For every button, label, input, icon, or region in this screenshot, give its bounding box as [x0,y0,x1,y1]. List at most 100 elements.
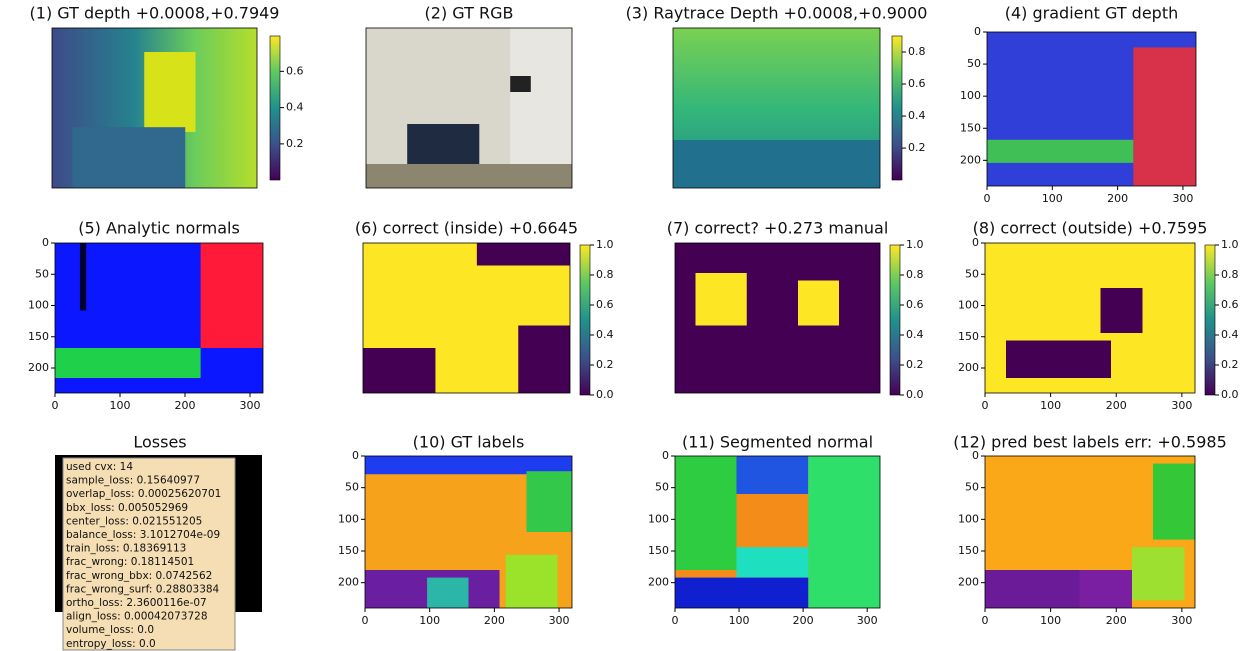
image-region [737,547,809,577]
image-region [673,140,880,188]
y-tick-label: 150 [648,544,669,557]
colorbar-tick-label: 0.2 [286,137,304,150]
x-tick-label: 0 [982,399,989,412]
panel-title: (5) Analytic normals [78,219,240,238]
panel-title: (6) correct (inside) +0.6645 [355,219,578,238]
image-region [737,456,809,494]
panel-image [987,32,1196,186]
y-tick-label: 100 [958,299,979,312]
x-tick-label: 100 [1040,614,1061,627]
image-region [144,52,195,132]
y-tick-label: 50 [967,57,981,70]
image-region [1133,47,1196,186]
y-tick-label: 0 [974,25,981,38]
colorbar-tick-label: 0.2 [1221,358,1239,371]
image-region [985,570,1080,608]
image-region [506,555,558,608]
image-region [80,243,86,311]
colorbar-tick-label: 1.0 [596,238,614,251]
y-tick-label: 50 [655,481,669,494]
image-region [675,456,737,570]
colorbar-tick-label: 0.6 [596,298,614,311]
loss-line: volume_loss: 0.0 [66,624,154,636]
colorbar-tick-label: 0.0 [906,388,924,401]
colorbar-tick-label: 0.6 [908,77,926,90]
loss-line: sample_loss: 0.15640977 [66,475,200,487]
y-tick-label: 150 [958,544,979,557]
colorbar-tick-label: 0.0 [1221,388,1239,401]
panel-title: (4) gradient GT depth [1005,4,1179,23]
x-tick-label: 100 [419,614,440,627]
image-region [366,164,572,188]
image-region [1006,341,1111,379]
y-tick-label: 0 [972,236,979,249]
colorbar-tick-label: 0.2 [906,358,924,371]
panel-title: (2) GT RGB [425,4,514,23]
panel-title: (10) GT labels [413,433,525,452]
y-tick-label: 200 [648,576,669,589]
colorbar-tick-label: 0.8 [908,45,926,58]
y-tick-label: 200 [958,576,979,589]
colorbar-tick-label: 0.4 [908,109,926,122]
panel-image [675,456,880,608]
panel-image [55,243,263,393]
colorbar [1205,245,1215,395]
panel-image [675,243,880,393]
x-tick-label: 200 [484,614,505,627]
colorbar-tick-label: 0.2 [908,141,926,154]
image-region [1101,288,1143,333]
image-region [427,578,468,608]
x-tick-label: 200 [1107,192,1128,205]
panel-title: (11) Segmented normal [682,433,873,452]
image-region [798,281,839,326]
panel-title: (12) pred best labels err: +0.5985 [953,433,1227,452]
x-tick-label: 300 [549,614,570,627]
panel-image [673,28,880,188]
colorbar-tick-label: 0.8 [596,268,614,281]
y-tick-label: 50 [35,267,49,280]
x-tick-label: 100 [1040,399,1061,412]
x-tick-label: 200 [1106,614,1127,627]
y-tick-label: 0 [42,236,49,249]
colorbar [892,36,902,180]
colorbar [270,36,280,180]
image-region [201,243,263,348]
x-tick-label: 100 [1042,192,1063,205]
panel-image [52,28,257,188]
colorbar-tick-label: 0.4 [286,101,304,114]
x-tick-label: 300 [1171,399,1192,412]
x-tick-label: 300 [240,399,261,412]
x-tick-label: 100 [729,614,750,627]
y-tick-label: 200 [958,361,979,374]
colorbar-tick-label: 0.8 [1221,268,1239,281]
loss-line: ortho_loss: 2.3600116e-07 [66,597,207,609]
loss-line: center_loss: 0.021551205 [66,515,202,527]
panel-title: (3) Raytrace Depth +0.0008,+0.9000 [626,4,928,23]
x-tick-label: 0 [672,614,679,627]
image-region [1080,570,1133,608]
panel-image [366,28,572,188]
panel-image [985,243,1195,393]
image-region [55,348,201,378]
colorbar [580,245,590,395]
colorbar-tick-label: 0.8 [906,268,924,281]
y-tick-label: 50 [345,481,359,494]
loss-line: frac_wrong: 0.18114501 [66,556,194,568]
colorbar [890,245,900,395]
colorbar-tick-label: 1.0 [1221,238,1239,251]
image-region [1132,547,1185,600]
image-region [675,578,808,608]
y-tick-label: 0 [352,449,359,462]
y-tick-label: 50 [965,267,979,280]
colorbar-tick-label: 0.6 [286,64,304,77]
loss-line: used cvx: 14 [66,461,133,473]
y-tick-label: 0 [662,449,669,462]
panel-title: (7) correct? +0.273 manual [667,219,889,238]
colorbar-tick-label: 0.6 [906,298,924,311]
y-tick-label: 50 [965,481,979,494]
y-tick-label: 200 [28,361,49,374]
x-tick-label: 100 [110,399,131,412]
x-tick-label: 0 [982,614,989,627]
colorbar-tick-label: 1.0 [906,238,924,251]
loss-line: entropy_loss: 0.0 [66,638,156,650]
